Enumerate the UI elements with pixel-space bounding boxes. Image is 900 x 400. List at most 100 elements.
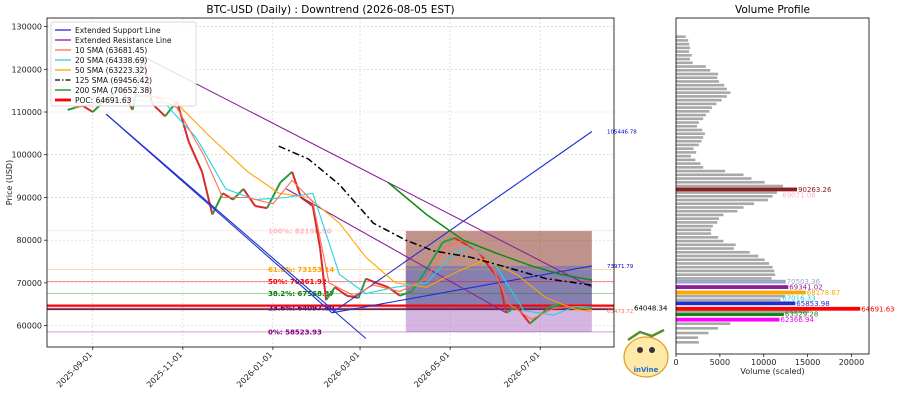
volume-bar — [676, 184, 784, 188]
volume-bar — [676, 151, 697, 154]
price-segment — [432, 241, 444, 258]
volume-bar — [676, 162, 701, 165]
x-tick-label: 2025-09-01 — [55, 350, 94, 389]
y-tick-label: 60000 — [17, 322, 42, 331]
volume-bar — [676, 221, 718, 224]
vp-x-tick-label: 0 — [673, 358, 678, 367]
volume-bar — [676, 322, 731, 325]
x-tick-label: 2026-01-01 — [235, 350, 274, 389]
volume-bar — [676, 65, 706, 68]
legend-entry: 50 SMA (63223.32) — [75, 66, 147, 75]
fib-label: 38.2%: 67568.37 — [268, 290, 334, 298]
volume-bar — [676, 154, 691, 158]
volume-bar — [676, 98, 722, 102]
price-segment — [175, 101, 190, 143]
legend-entry: 10 SMA (63681.45) — [75, 46, 147, 55]
volume-level-label: 69341.02 — [789, 284, 822, 292]
volume-bar — [676, 121, 699, 124]
volume-bar — [676, 57, 691, 61]
fib-label: 100%: 82190.90 — [268, 227, 332, 235]
resistance-line — [142, 56, 593, 288]
volume-bar — [676, 169, 726, 173]
price-segment — [365, 277, 377, 284]
volume-bar — [676, 301, 796, 306]
volume-bar — [676, 206, 744, 209]
volume-bar — [676, 124, 698, 128]
volume-level-label: 70503.36 — [787, 278, 821, 286]
volume-bar — [676, 143, 699, 147]
volume-bar — [676, 158, 696, 162]
volume-bar — [676, 180, 765, 184]
volume-level-label: 63529.28 — [785, 311, 818, 319]
volume-level-label: 89071.08 — [782, 192, 815, 200]
y-tick-label: 100000 — [11, 151, 42, 160]
volume-level-label: 64691.63 — [861, 305, 894, 313]
volume-bar — [676, 294, 785, 298]
support-line — [331, 131, 593, 314]
volume-bar — [676, 269, 775, 273]
support-line — [105, 113, 367, 339]
vp-x-tick-label: 20000 — [839, 358, 864, 367]
sma-200-line — [387, 181, 593, 281]
volume-bar — [676, 331, 709, 335]
volume-bar — [676, 254, 759, 258]
volume-bar — [676, 247, 734, 250]
y-tick-label: 70000 — [17, 279, 42, 288]
legend-entry: 200 SMA (70652.38) — [75, 86, 152, 95]
volume-bar — [676, 262, 769, 265]
volume-bar — [676, 250, 750, 254]
price-segment — [357, 278, 367, 299]
volume-bar — [676, 277, 772, 280]
vp-title: Volume Profile — [735, 4, 810, 16]
volume-bar — [676, 191, 777, 194]
volume-bar — [676, 209, 738, 213]
volume-bar — [676, 232, 712, 235]
volume-bar — [676, 317, 780, 322]
volume-bar — [676, 194, 773, 198]
sma-10-line — [74, 94, 593, 320]
volume-bar — [676, 139, 702, 143]
volume-bar — [676, 312, 784, 317]
volume-bar — [676, 177, 752, 180]
vp-frame — [675, 17, 870, 355]
volume-bar — [676, 39, 689, 42]
volume-bar — [676, 327, 719, 330]
legend-entry: 20 SMA (64338.69) — [75, 56, 147, 65]
logo-text: inVine — [634, 366, 659, 374]
plot-frame — [46, 17, 615, 348]
sma-125-line — [278, 145, 593, 286]
y-tick-label: 120000 — [11, 65, 42, 74]
price-segment — [255, 205, 268, 210]
volume-bar — [676, 166, 704, 169]
sma-20-line — [82, 98, 592, 316]
volume-bar — [676, 110, 710, 113]
volume-bar — [676, 83, 725, 87]
volume-bar — [676, 306, 861, 311]
x-tick-label: 2025-11-01 — [145, 350, 184, 389]
volume-level-label: 67016.33 — [782, 294, 815, 302]
volume-bar — [676, 285, 789, 289]
price-level-label: 73971.79 — [607, 264, 634, 270]
volume-bar — [676, 198, 769, 202]
sma-50-line — [137, 94, 592, 313]
volume-bar — [676, 72, 719, 76]
y-tick-label: 110000 — [11, 108, 42, 117]
volume-bar — [676, 80, 719, 83]
volume-bar — [676, 243, 736, 247]
volume-bar — [676, 42, 690, 46]
volume-bar — [676, 136, 704, 139]
volume-bar — [676, 132, 705, 136]
price-segment — [421, 256, 435, 278]
volume-bar — [676, 50, 690, 53]
legend-box — [50, 21, 197, 107]
price-segment — [201, 171, 214, 215]
price-segment — [266, 182, 282, 209]
price-segment — [279, 171, 293, 184]
price-segment — [515, 305, 531, 325]
volume-bar — [676, 54, 692, 57]
volume-level-label: 65853.98 — [796, 300, 829, 308]
volume-bar — [676, 202, 755, 206]
volume-bar — [676, 61, 693, 65]
